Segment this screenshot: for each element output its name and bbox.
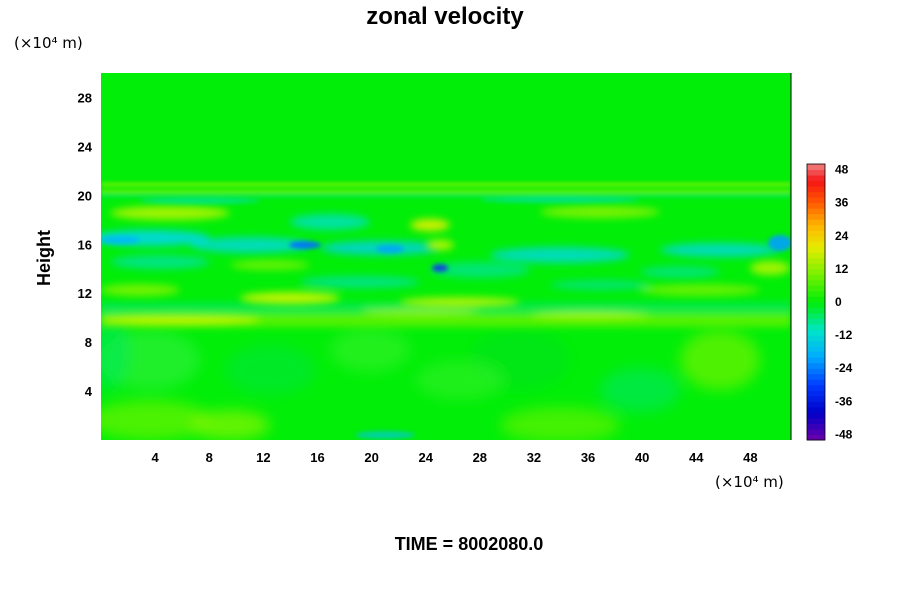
colorbar-segment: [807, 285, 825, 292]
colorbar-segment: [807, 279, 825, 286]
colorbar-segment: [807, 357, 825, 364]
band-12: [101, 276, 760, 307]
colorbar-segment: [807, 395, 825, 402]
colorbar-segment: [807, 241, 825, 248]
chart-title: zonal velocity: [366, 3, 524, 30]
x-tick-label: 36: [581, 450, 595, 465]
negative-spots: [101, 235, 791, 439]
colorbar-segment: [807, 335, 825, 342]
colorbar-segment: [807, 191, 825, 198]
lower-layer-texture: [101, 310, 760, 440]
colorbar-segment: [807, 318, 825, 325]
colorbar-segment: [807, 373, 825, 380]
colorbar-segment: [807, 329, 825, 336]
colorbar-tick-labels: 48 36 24 12 0 -12 -24 -36 -48: [835, 163, 853, 442]
x-tick-label: 28: [473, 450, 487, 465]
colorbar-segment: [807, 230, 825, 237]
colorbar-segment: [807, 246, 825, 253]
x-tick-label: 12: [256, 450, 270, 465]
colorbar-segment: [807, 412, 825, 419]
colorbar-segment: [807, 257, 825, 264]
colorbar-segment: [807, 423, 825, 430]
x-tick-label: 20: [364, 450, 378, 465]
top-bands: [101, 183, 791, 204]
colorbar-segment: [807, 428, 825, 435]
y-tick-label: 28: [78, 90, 92, 105]
x-tick-label: 40: [635, 450, 649, 465]
colorbar-segment: [807, 252, 825, 259]
colorbar-tick-label: -48: [835, 427, 853, 441]
colorbar-segment: [807, 368, 825, 375]
colorbar-segment: [807, 362, 825, 369]
colorbar-segment: [807, 186, 825, 193]
x-tick-label: 16: [310, 450, 324, 465]
y-tick-label: 20: [78, 188, 92, 203]
y-tick-label: 16: [78, 237, 92, 252]
x-tick-label: 4: [152, 450, 160, 465]
y-tick-labels: 4 8 12 16 20 24 28: [78, 90, 93, 399]
x-tick-label: 48: [743, 450, 757, 465]
colorbar-segment: [807, 296, 825, 303]
colorbar-segment: [807, 313, 825, 320]
x-tick-labels: 4 8 12 16 20 24 28 32 36 40 44 48: [152, 450, 758, 465]
colorbar-tick-label: 36: [835, 196, 849, 210]
colorbar-segment: [807, 263, 825, 270]
colorbar-segment: [807, 324, 825, 331]
colorbar-segment: [807, 434, 825, 441]
colorbar-segment: [807, 406, 825, 413]
y-tick-label: 4: [85, 384, 93, 399]
time-label: TIME = 8002080.0: [395, 534, 544, 554]
colorbar-segment: [807, 169, 825, 176]
colorbar-segment: [807, 302, 825, 309]
y-tick-label: 12: [78, 286, 92, 301]
x-tick-label: 44: [689, 450, 704, 465]
plot-area: [101, 73, 791, 440]
colorbar-tick-label: -12: [835, 328, 853, 342]
colorbar-segment: [807, 346, 825, 353]
colorbar-segment: [807, 208, 825, 215]
colorbar-segment: [807, 290, 825, 297]
y-axis-label: Height: [34, 230, 54, 286]
colorbar-segment: [807, 307, 825, 314]
colorbar-segment: [807, 197, 825, 204]
y-axis-unit: (×10⁴ m): [14, 34, 83, 52]
x-tick-label: 24: [418, 450, 433, 465]
colorbar-segment: [807, 401, 825, 408]
colorbar-segment: [807, 268, 825, 275]
colorbar-tick-label: -24: [835, 361, 853, 375]
x-tick-label: 32: [527, 450, 541, 465]
colorbar-segment: [807, 202, 825, 209]
colorbar-segment: [807, 235, 825, 242]
colorbar: [806, 163, 826, 441]
colorbar-segment: [807, 379, 825, 386]
colorbar-segment: [807, 224, 825, 231]
colorbar-segment: [807, 180, 825, 187]
mid-band: [101, 303, 791, 327]
colorbar-frame: [806, 163, 826, 441]
colorbar-segment: [807, 274, 825, 281]
colorbar-segment: [807, 351, 825, 358]
yellow-patches: [110, 206, 790, 275]
colorbar-segment: [807, 164, 825, 171]
colorbar-tick-label: 12: [835, 262, 849, 276]
x-tick-label: 8: [206, 450, 213, 465]
colorbar-segment: [807, 213, 825, 220]
colorbar-tick-label: 0: [835, 295, 842, 309]
colorbar-segment: [807, 219, 825, 226]
colorbar-tick-label: 24: [835, 229, 849, 243]
colorbar-tick-label: 48: [835, 163, 849, 177]
y-tick-label: 8: [85, 335, 92, 350]
x-axis-unit: (×10⁴ m): [715, 473, 784, 491]
colorbar-segment: [807, 175, 825, 182]
band-16: [101, 214, 780, 278]
colorbar-segment: [807, 384, 825, 391]
colorbar-tick-label: -36: [835, 394, 853, 408]
colorbar-segment: [807, 390, 825, 397]
y-tick-label: 24: [78, 139, 93, 154]
colorbar-segment: [807, 417, 825, 424]
colorbar-segment: [807, 340, 825, 347]
